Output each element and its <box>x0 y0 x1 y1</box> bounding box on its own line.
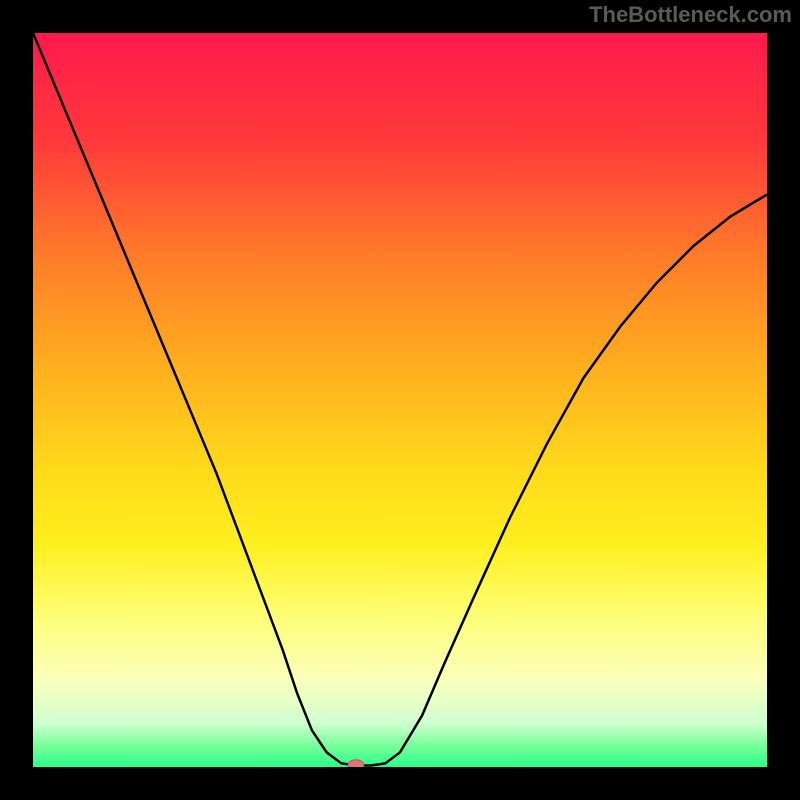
chart-container <box>33 33 767 767</box>
watermark-text: TheBottleneck.com <box>589 2 792 28</box>
gradient-background <box>33 33 767 767</box>
optimal-point-marker <box>348 760 364 767</box>
chart-svg <box>33 33 767 767</box>
